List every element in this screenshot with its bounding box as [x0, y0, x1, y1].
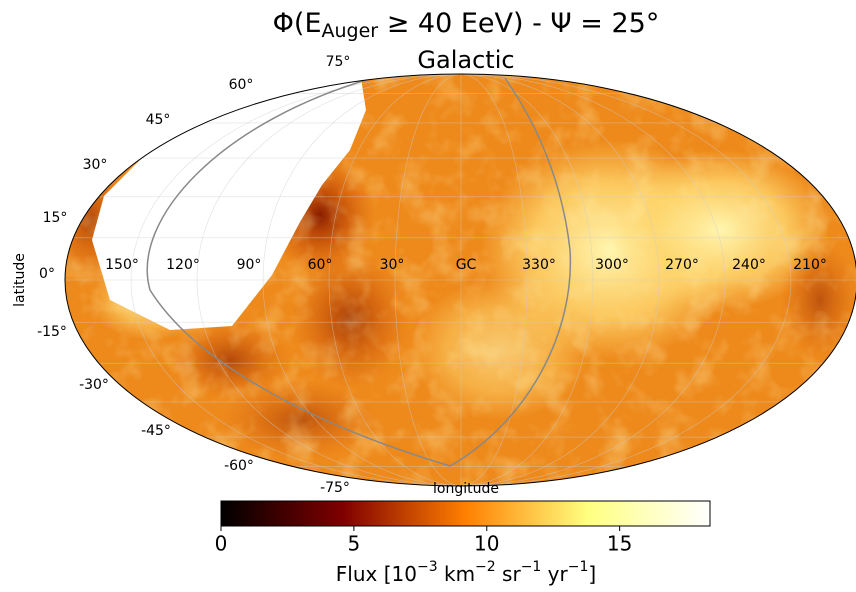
longitude-label: 240°: [732, 257, 766, 273]
latitude-label: -45°: [141, 423, 171, 439]
colorbar-label-part: −1: [521, 559, 542, 575]
latitude-label: 30°: [83, 157, 108, 173]
latitude-label: 45°: [146, 112, 171, 128]
longitude-label: GC: [456, 257, 477, 273]
x-axis-label: longitude: [433, 481, 499, 497]
map-border: [64, 73, 856, 487]
colorbar-label-part: −1: [568, 559, 589, 575]
latitude-label: 0°: [39, 266, 55, 282]
colorbar-tick-label: 15: [607, 532, 632, 556]
sky-map: [65, 74, 856, 486]
longitude-label: 120°: [166, 257, 200, 273]
colorbar-label-part: ]: [588, 562, 596, 586]
latitude-label: -15°: [37, 324, 67, 340]
graticule-line: [460, 74, 660, 486]
graticule-line: [130, 74, 462, 486]
longitude-label: 60°: [308, 257, 333, 273]
colorbar-label-part: −2: [475, 559, 496, 575]
graticule-line: [460, 74, 792, 486]
longitude-label: 270°: [665, 257, 699, 273]
colorbar-tick-label: 0: [215, 532, 228, 556]
latitude-label: 75°: [326, 54, 351, 70]
longitude-label: 90°: [237, 257, 262, 273]
chart-subtitle: Galactic: [417, 46, 514, 74]
longitude-label: 150°: [105, 257, 139, 273]
latitude-label: 15°: [43, 210, 68, 226]
latitude-label: -75°: [320, 480, 350, 496]
colorbar-label: Flux [10−3 km−2 sr−1 yr−1]: [336, 559, 596, 586]
y-axis-label: latitude: [12, 253, 28, 307]
graticule-line: [196, 74, 462, 486]
latitude-label: -60°: [224, 458, 254, 474]
graticule-line: [328, 74, 462, 486]
longitude-label: 30°: [380, 257, 405, 273]
colorbar-label-part: Flux [10: [336, 562, 417, 586]
graticule-line: [460, 74, 528, 486]
longitude-label: 300°: [595, 257, 629, 273]
colorbar-label-part: sr: [496, 562, 522, 586]
colorbar-tick-label: 10: [474, 532, 499, 556]
graticule-line: [394, 74, 462, 486]
colorbar-label-part: yr: [541, 562, 568, 586]
colorbar-label-part: −3: [417, 559, 438, 575]
colorbar: [220, 500, 711, 527]
latitude-label: 60°: [229, 77, 254, 93]
chart-title: Φ(EAuger ≥ 40 EeV) - Ψ = 25°: [273, 8, 660, 42]
longitude-label: 330°: [522, 257, 556, 273]
colorbar-tick-label: 5: [348, 532, 361, 556]
graticule-line: [460, 74, 594, 486]
latitude-label: -30°: [79, 377, 109, 393]
colorbar-label-part: km: [438, 562, 475, 586]
graticule-line: [262, 74, 462, 486]
graticule-line: [460, 74, 726, 486]
longitude-label: 210°: [793, 257, 827, 273]
